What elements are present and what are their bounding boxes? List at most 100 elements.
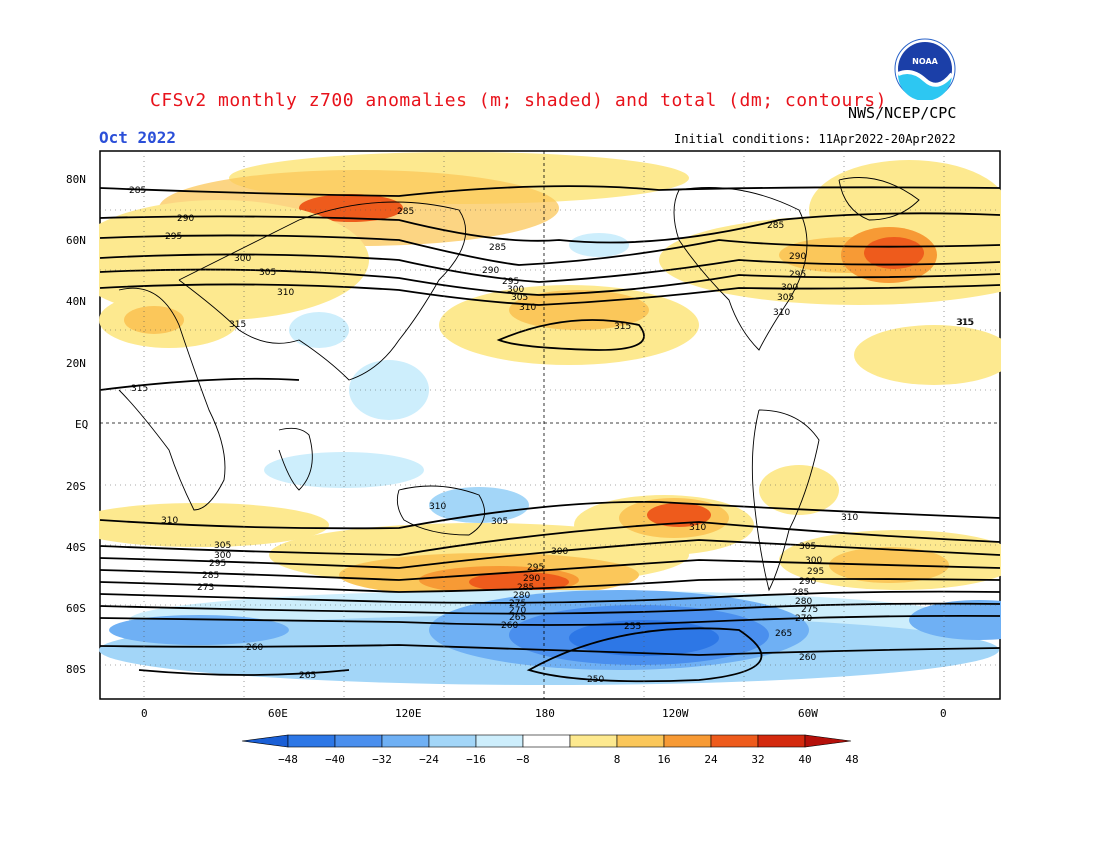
colorbar-tick-label: −48 <box>278 753 298 766</box>
initial-conditions: Initial conditions: 11Apr2022-20Apr2022 <box>674 132 956 146</box>
contour-label: 290 <box>789 252 806 262</box>
contour-label: 305 <box>777 293 794 303</box>
colorbar-swatch <box>616 734 665 748</box>
lat-label: 60S <box>66 602 86 615</box>
contour-label: 273 <box>197 583 214 593</box>
contour-label: 310 <box>161 516 178 526</box>
contour-label: 275 <box>509 599 526 609</box>
colorbar-tick-label: −24 <box>419 753 439 766</box>
contour-label: 300 <box>507 285 524 295</box>
colorbar-swatch <box>287 734 336 748</box>
chart-title: CFSv2 monthly z700 anomalies (m; shaded)… <box>150 90 887 111</box>
agency-label: NWS/NCEP/CPC <box>848 104 957 122</box>
lat-label: 60N <box>66 234 86 247</box>
lon-label: 60E <box>268 707 288 720</box>
contour-label: 300 <box>551 547 568 557</box>
lat-label: 40S <box>66 541 86 554</box>
contour-label: 315 <box>131 384 148 394</box>
colorbar-arrow-left <box>241 734 289 748</box>
lon-label: 0 <box>141 707 148 720</box>
forecast-period: Oct 2022 <box>99 128 177 147</box>
contour-label: 270 <box>795 614 812 624</box>
contour-label: 290 <box>177 214 194 224</box>
contour-label: 285 <box>767 221 784 231</box>
contour-label: 300 <box>781 283 798 293</box>
contour-label: 315 <box>957 318 974 328</box>
contour-label: 265 <box>299 671 316 681</box>
colorbar-tick-label: 40 <box>798 753 811 766</box>
colorbar-swatch <box>475 734 524 748</box>
colorbar-tick-label: 48 <box>845 753 858 766</box>
equator-and-dateline <box>100 151 1000 699</box>
contour-label: 310 <box>277 288 294 298</box>
contour-label: 315 <box>956 318 973 328</box>
colorbar-swatch <box>569 734 618 748</box>
lon-label: 180 <box>535 707 555 720</box>
contour-label: 305 <box>491 517 508 527</box>
contour-label: 295 <box>165 232 182 242</box>
lat-label: 20N <box>66 357 86 370</box>
graticule <box>100 151 1000 699</box>
contour-label: 310 <box>773 308 790 318</box>
contour-label: 305 <box>214 541 231 551</box>
noaa-logo: NOAA <box>894 38 956 100</box>
lon-label: 60W <box>798 707 818 720</box>
height-contours <box>99 185 1001 683</box>
colorbar-tick-label: −32 <box>372 753 392 766</box>
contour-label: 285 <box>792 588 809 598</box>
contour-label: 290 <box>799 577 816 587</box>
colorbar-swatch <box>334 734 383 748</box>
contour-label-group: 285 290 295 300 305 310 315 285 290 295 … <box>129 186 974 685</box>
colorbar-swatch <box>757 734 806 748</box>
colorbar-arrow-right <box>804 734 852 748</box>
contour-label: 295 <box>527 563 544 573</box>
contour-label: 310 <box>841 513 858 523</box>
contour-label: 305 <box>799 542 816 552</box>
contour-label: 255 <box>624 622 641 632</box>
lat-label: 80S <box>66 663 86 676</box>
contour-label: 280 <box>513 591 530 601</box>
contour-label: 270 <box>509 606 526 616</box>
colorbar-tick-label: −8 <box>516 753 529 766</box>
contour-label: 305 <box>259 268 276 278</box>
colorbar-swatch <box>710 734 759 748</box>
lat-label: 40N <box>66 295 86 308</box>
contour-label: 265 <box>775 629 792 639</box>
contour-label: 290 <box>523 574 540 584</box>
colorbar-swatch <box>428 734 477 748</box>
contour-label: 260 <box>246 643 263 653</box>
contour-label: 300 <box>805 556 822 566</box>
contour-label: 310 <box>689 523 706 533</box>
contour-label: 300 <box>214 551 231 561</box>
contour-label: 305 <box>511 293 528 303</box>
contour-label: 260 <box>501 621 518 631</box>
colorbar-swatch <box>381 734 430 748</box>
colorbar-tick-label: −16 <box>466 753 486 766</box>
lon-label: 0 <box>940 707 947 720</box>
contour-label: 295 <box>789 270 806 280</box>
contour-label: 295 <box>807 567 824 577</box>
colorbar-tick-label: 16 <box>657 753 670 766</box>
colorbar-swatches <box>241 734 852 748</box>
contour-label: 295 <box>209 559 226 569</box>
colorbar-swatch <box>522 734 571 748</box>
contour-label: 295 <box>502 277 519 287</box>
contour-label: 250 <box>587 675 604 685</box>
contour-label: 315 <box>229 320 246 330</box>
lon-label: 120W <box>662 707 689 720</box>
colorbar-swatch <box>663 734 712 748</box>
contour-label: 280 <box>795 597 812 607</box>
contour-label: 285 <box>489 243 506 253</box>
anomaly-map: 285 290 295 300 305 310 315 285 290 295 … <box>99 150 1001 700</box>
lon-label: 120E <box>395 707 422 720</box>
contour-label: 300 <box>234 254 251 264</box>
contour-label: 290 <box>482 266 499 276</box>
contour-label: 285 <box>397 207 414 217</box>
contour-label: 310 <box>519 303 536 313</box>
lat-label: EQ <box>75 418 89 431</box>
colorbar-labels: −48 −40 −32 −24 −16 −8 8 16 24 32 40 48 <box>278 753 859 766</box>
contour-label: 265 <box>509 613 526 623</box>
contour-label: 285 <box>202 571 219 581</box>
contour-label: 285 <box>129 186 146 196</box>
contour-label: 285 <box>517 583 534 593</box>
